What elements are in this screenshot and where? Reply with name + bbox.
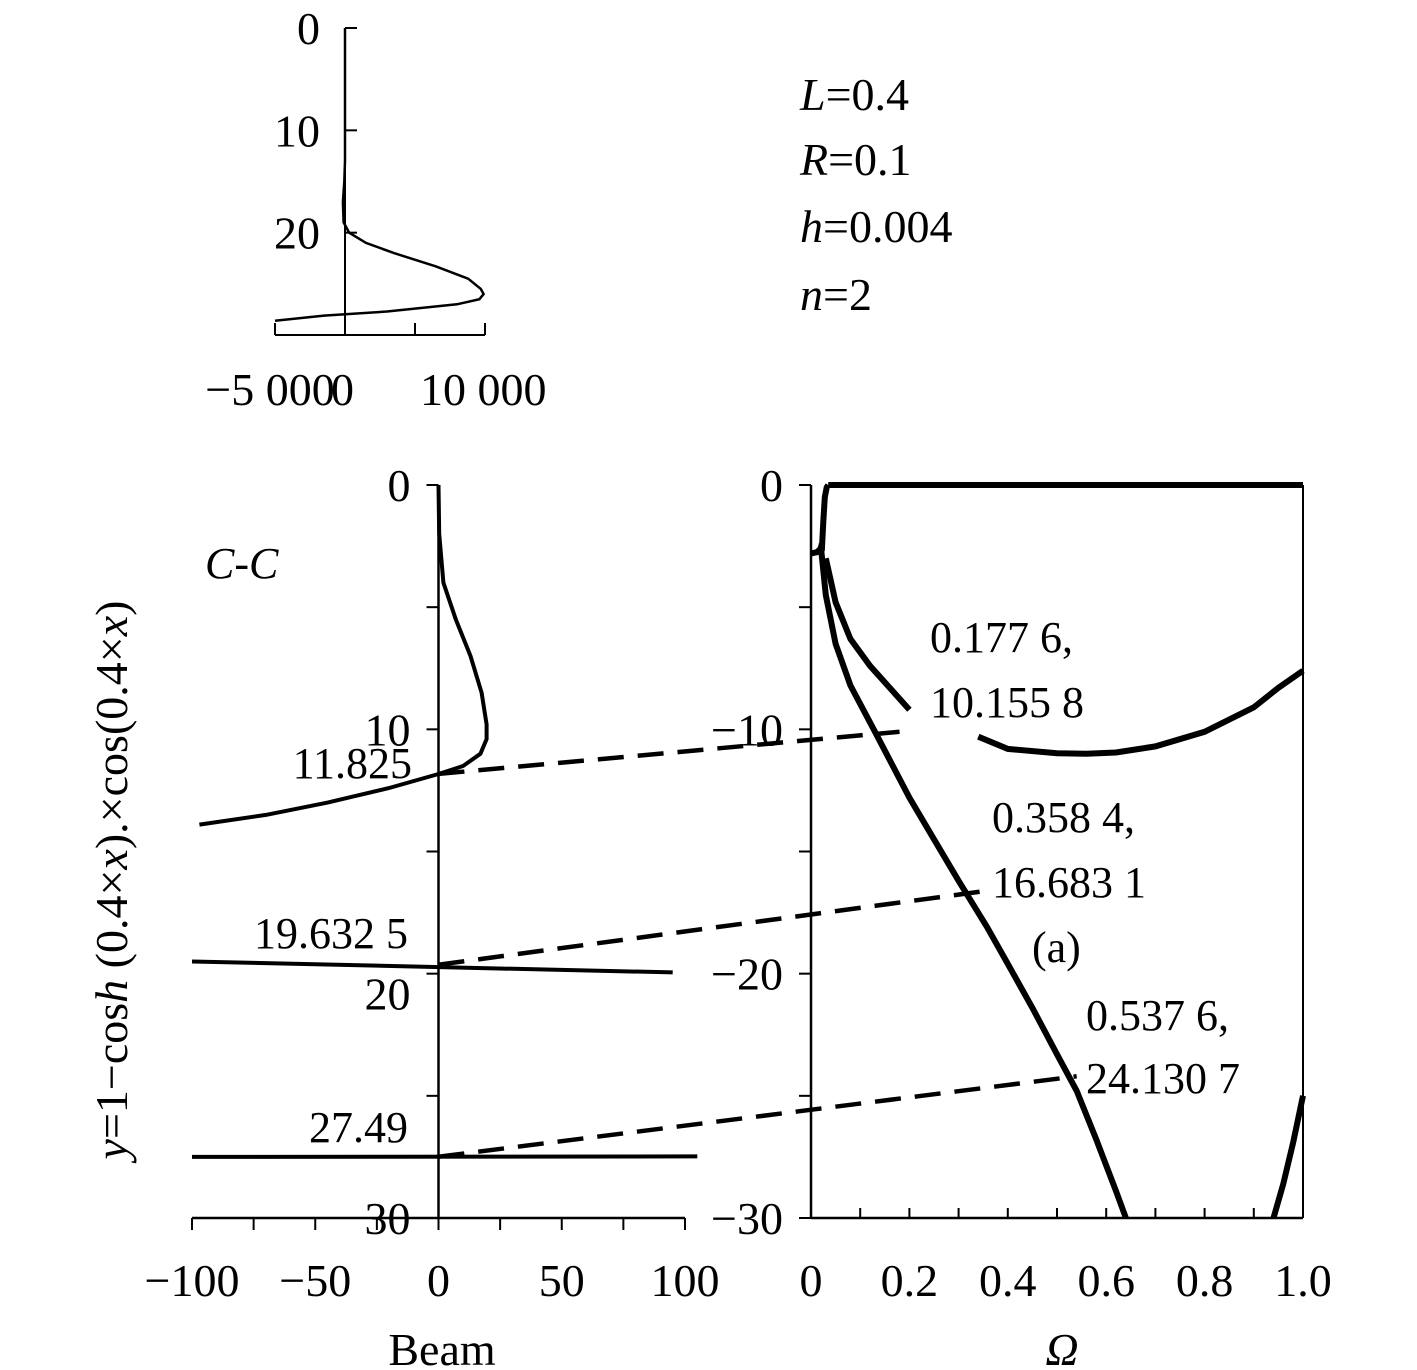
omega-x-tick-label: 0	[800, 1255, 823, 1306]
param-l: L=0.4	[799, 69, 909, 120]
panel-label: (a)	[1032, 923, 1081, 972]
beam-x-tick-label: 50	[539, 1255, 585, 1306]
inset-x-tick-label: −5 000	[205, 364, 334, 415]
omega-series-line	[817, 545, 1129, 1220]
root-label-3: 27.49	[309, 1103, 408, 1152]
connector-dashed-line	[438, 729, 900, 777]
omega-x-tick-label: 1.0	[1274, 1255, 1332, 1306]
annotation-1-line1: 0.177 6,	[930, 613, 1073, 662]
beam-y-axis-title: y=1−cosh (0.4×x).×cos(0.4×x)	[86, 601, 137, 1164]
annotation-2-line1: 0.358 4,	[992, 793, 1135, 842]
inset-x-tick-label: 0	[331, 364, 354, 415]
omega-plot: 0−10−20−300 0.2 0.4 0.6 0.8 1.0	[711, 460, 1332, 1306]
omega-x-tick-label: 0.8	[1176, 1255, 1234, 1306]
beam-x-tick-label: 100	[651, 1255, 720, 1306]
param-n: n=2	[800, 269, 872, 320]
param-h: h=0.004	[800, 201, 952, 252]
omega-y-tick-label: 0	[760, 460, 783, 511]
omega-y-tick-label: −20	[711, 949, 783, 1000]
omega-series-line	[1270, 1095, 1306, 1219]
annotation-3-line2: 24.130 7	[1086, 1054, 1240, 1103]
beam-plot: 0 10 20 30 −100 −50 0 50 100	[145, 460, 720, 1306]
inset-y-tick-label: 0	[297, 3, 320, 54]
omega-x-axis-title: Ω	[1045, 1324, 1078, 1370]
beam-y-tick-label: 10	[365, 704, 411, 755]
omega-series-line	[818, 483, 831, 552]
root-label-1: 11.825	[293, 739, 412, 788]
omega-series-line	[977, 668, 1305, 757]
beam-y-tick-label: 0	[388, 460, 411, 511]
connector-lines	[438, 729, 1077, 1159]
annotation-1-line2: 10.155 8	[930, 678, 1084, 727]
inset-y-tick-label: 20	[274, 208, 320, 259]
omega-y-tick-label: −30	[711, 1193, 783, 1244]
beam-series-line	[199, 484, 489, 827]
inset-series-line	[274, 28, 486, 322]
omega-x-tick-label: 0.4	[979, 1255, 1037, 1306]
beam-x-tick-label: −100	[145, 1255, 240, 1306]
annotation-2-line2: 16.683 1	[992, 858, 1146, 907]
beam-y-tick-label: 20	[365, 969, 411, 1020]
annotation-3-line1: 0.537 6,	[1086, 991, 1229, 1040]
beam-x-tick-label: 0	[427, 1255, 450, 1306]
connector-dashed-line	[438, 888, 989, 967]
omega-x-tick-label: 0.2	[881, 1255, 939, 1306]
connector-dashed-line	[438, 1074, 1077, 1159]
omega-series-line	[822, 557, 912, 712]
beam-series-line	[191, 959, 673, 975]
inset-x-tick-label: 10 000	[420, 364, 547, 415]
beam-y-tick-label: 30	[365, 1193, 411, 1244]
root-label-2: 19.632 5	[254, 909, 408, 958]
param-r: R=0.1	[799, 134, 912, 185]
panel-title: C-C	[205, 539, 279, 588]
beam-x-tick-label: −50	[279, 1255, 351, 1306]
inset-y-tick-label: 10	[274, 105, 320, 156]
beam-x-axis-title: Beam	[388, 1324, 496, 1370]
omega-x-tick-label: 0.6	[1077, 1255, 1135, 1306]
